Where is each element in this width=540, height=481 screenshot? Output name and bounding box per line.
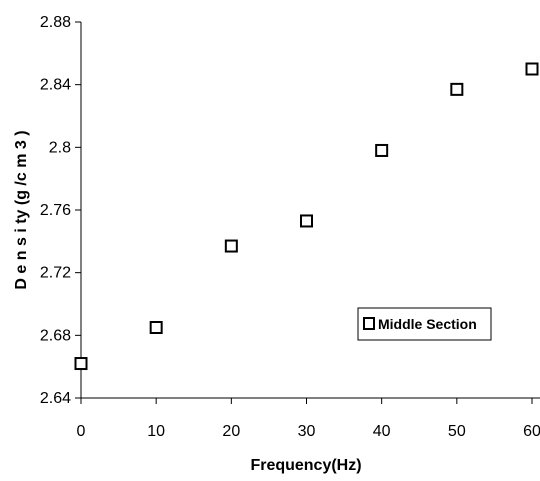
data-point	[300, 214, 313, 228]
data-point	[375, 143, 389, 157]
data-point	[74, 357, 88, 371]
data-point	[525, 62, 539, 76]
x-tick-label: 10	[147, 423, 165, 440]
y-tick-label: 2.84	[40, 77, 71, 94]
data-point	[224, 239, 238, 253]
x-tick-label: 60	[523, 423, 540, 440]
x-tick-label: 20	[222, 423, 240, 440]
y-tick-label: 2.76	[40, 202, 71, 219]
x-tick-label: 0	[77, 423, 86, 440]
legend-label: Middle Section	[378, 316, 477, 332]
x-axis-ticks: 0 10 20 30 40 50 60	[77, 398, 540, 440]
y-axis-ticks: 2.64 2.68 2.72 2.76 2.8 2.84 2.88	[40, 14, 81, 407]
data-point	[149, 321, 163, 334]
data-point	[450, 82, 464, 96]
y-tick-label: 2.68	[40, 327, 71, 344]
x-tick-label: 50	[448, 423, 466, 440]
y-axis-title: D e n s i ty (g /c m 3 )	[13, 130, 30, 289]
data-points	[74, 62, 539, 371]
legend-box	[357, 307, 492, 341]
y-tick-label: 2.88	[40, 14, 71, 31]
y-tick-label: 2.8	[49, 139, 71, 156]
x-axis-title: Frequency(Hz)	[250, 457, 361, 474]
legend-marker-square-icon	[363, 317, 375, 330]
y-tick-label: 2.72	[40, 265, 71, 282]
plot-area	[80, 22, 540, 399]
x-tick-label: 40	[373, 423, 391, 440]
x-tick-label: 30	[298, 423, 316, 440]
legend: Middle Section	[357, 307, 492, 341]
y-tick-label: 2.64	[40, 390, 71, 407]
